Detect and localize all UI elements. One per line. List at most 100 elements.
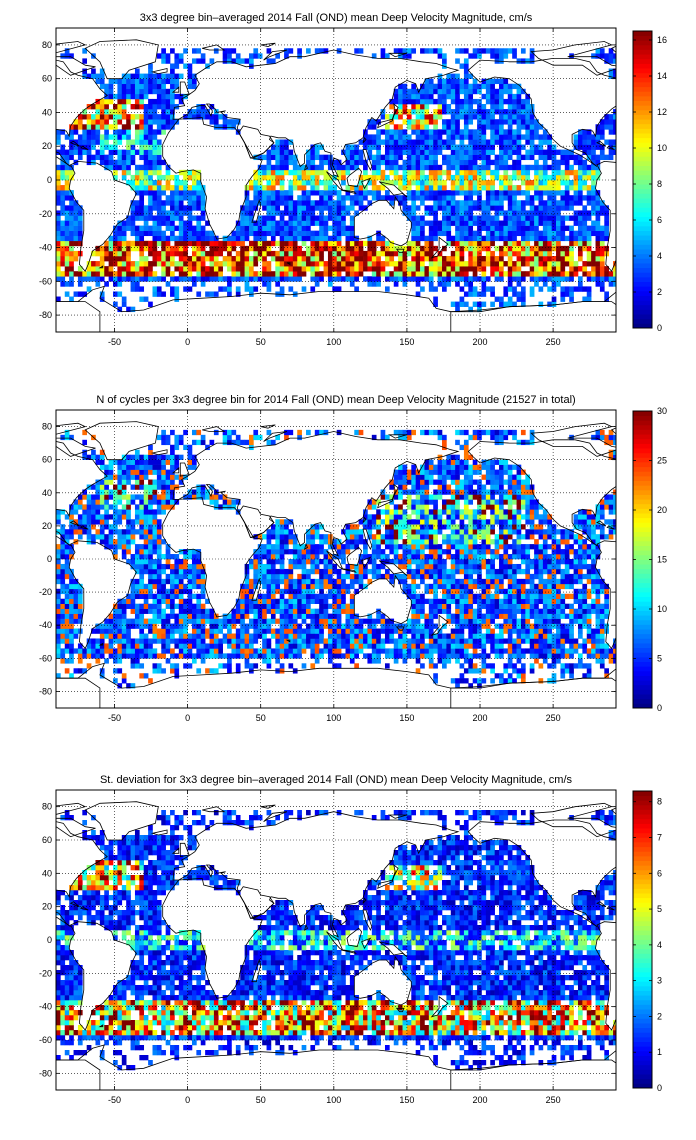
heatmap-cell: [384, 164, 390, 171]
heatmap-cell: [235, 240, 241, 247]
heatmap-cell: [472, 98, 478, 105]
heatmap-cell: [297, 256, 302, 262]
heatmap-cell: [490, 240, 495, 247]
heatmap-cell: [507, 235, 513, 242]
heatmap-cell: [389, 164, 395, 171]
heatmap-cell: [327, 200, 333, 206]
heatmap-cell: [231, 499, 237, 505]
heatmap-cell: [520, 180, 526, 186]
heatmap-cell: [516, 149, 522, 155]
heatmap-cell: [178, 643, 184, 649]
heatmap-cell: [165, 554, 171, 560]
heatmap-cell: [292, 159, 298, 166]
heatmap-cell: [477, 180, 482, 186]
heatmap-cell: [424, 93, 430, 100]
colorbar-segment: [633, 105, 652, 111]
heatmap-cell: [126, 129, 131, 135]
heatmap-cell: [165, 210, 171, 216]
heatmap-cell: [463, 149, 469, 155]
heatmap-cell: [56, 588, 61, 595]
heatmap-cell: [196, 593, 202, 600]
heatmap-cell: [126, 549, 131, 555]
heatmap-cell: [143, 215, 149, 221]
heatmap-cell: [200, 489, 206, 495]
heatmap-cell: [503, 88, 509, 95]
heatmap-cell: [73, 220, 79, 226]
heatmap-cell: [463, 205, 469, 211]
heatmap-cell: [314, 205, 320, 211]
heatmap-cell: [86, 144, 92, 150]
heatmap-cell: [341, 210, 346, 216]
heatmap-cell: [108, 464, 114, 470]
heatmap-cell: [187, 648, 193, 654]
heatmap-cell: [64, 53, 70, 59]
heatmap-cell: [420, 134, 425, 140]
heatmap-cell: [472, 240, 478, 247]
heatmap-cell: [516, 129, 522, 135]
heatmap-cell: [341, 230, 346, 237]
heatmap-cell: [156, 200, 162, 206]
heatmap-cell: [468, 235, 474, 242]
heatmap-cell: [613, 271, 616, 277]
heatmap-cell: [472, 261, 478, 267]
heatmap-cell: [170, 668, 175, 674]
heatmap-cell: [262, 169, 267, 176]
heatmap-cell: [77, 291, 83, 297]
heatmap-cell: [91, 519, 96, 525]
heatmap-cell: [156, 484, 162, 490]
heatmap-cell: [314, 144, 320, 150]
heatmap-cell: [538, 250, 544, 257]
heatmap-cell: [376, 271, 381, 277]
heatmap-cell: [314, 185, 320, 191]
heatmap-cell: [525, 225, 531, 231]
heatmap-cell: [604, 119, 609, 125]
heatmap-cell: [433, 174, 438, 181]
heatmap-cell: [69, 504, 74, 510]
heatmap-cell: [472, 245, 478, 252]
heatmap-cell: [187, 489, 193, 495]
heatmap-cell: [560, 159, 566, 166]
heatmap-cell: [547, 240, 552, 247]
heatmap-cell: [314, 245, 320, 252]
heatmap-cell: [442, 78, 447, 85]
heatmap-cell: [152, 164, 158, 171]
heatmap-cell: [108, 524, 114, 530]
heatmap-cell: [95, 504, 101, 510]
heatmap-cell: [56, 220, 61, 226]
heatmap-cell: [556, 149, 561, 155]
heatmap-cell: [209, 266, 215, 272]
heatmap-cell: [113, 109, 118, 115]
heatmap-cell: [56, 129, 61, 135]
heatmap-cell: [542, 250, 548, 257]
heatmap-cell: [485, 109, 491, 115]
heatmap-cell: [525, 104, 531, 110]
heatmap-cell: [187, 63, 193, 69]
heatmap-cell: [86, 454, 92, 460]
heatmap-cell: [249, 559, 254, 565]
heatmap-cell: [205, 653, 210, 659]
heatmap-cell: [455, 159, 460, 166]
heatmap-cell: [433, 139, 438, 145]
heatmap-cell: [420, 276, 425, 282]
heatmap-cell: [371, 276, 377, 282]
heatmap-cell: [191, 240, 197, 247]
heatmap-cell: [529, 261, 535, 267]
heatmap-cell: [415, 169, 421, 176]
heatmap-cell: [306, 164, 311, 171]
heatmap-cell: [257, 190, 263, 196]
heatmap-cell: [170, 215, 175, 221]
colorbar-tick-label: 0: [657, 323, 662, 333]
heatmap-cell: [428, 139, 434, 145]
heatmap-cell: [209, 668, 215, 674]
heatmap-cell: [113, 276, 118, 282]
heatmap-cell: [117, 623, 123, 629]
heatmap-cell: [411, 261, 416, 267]
heatmap-cell: [411, 225, 416, 231]
heatmap-cell: [490, 104, 495, 110]
heatmap-cell: [319, 245, 324, 252]
heatmap-cell: [152, 573, 158, 580]
heatmap-cell: [121, 240, 127, 247]
heatmap-cell: [411, 230, 416, 237]
heatmap-cell: [406, 134, 412, 140]
heatmap-cell: [156, 494, 162, 500]
